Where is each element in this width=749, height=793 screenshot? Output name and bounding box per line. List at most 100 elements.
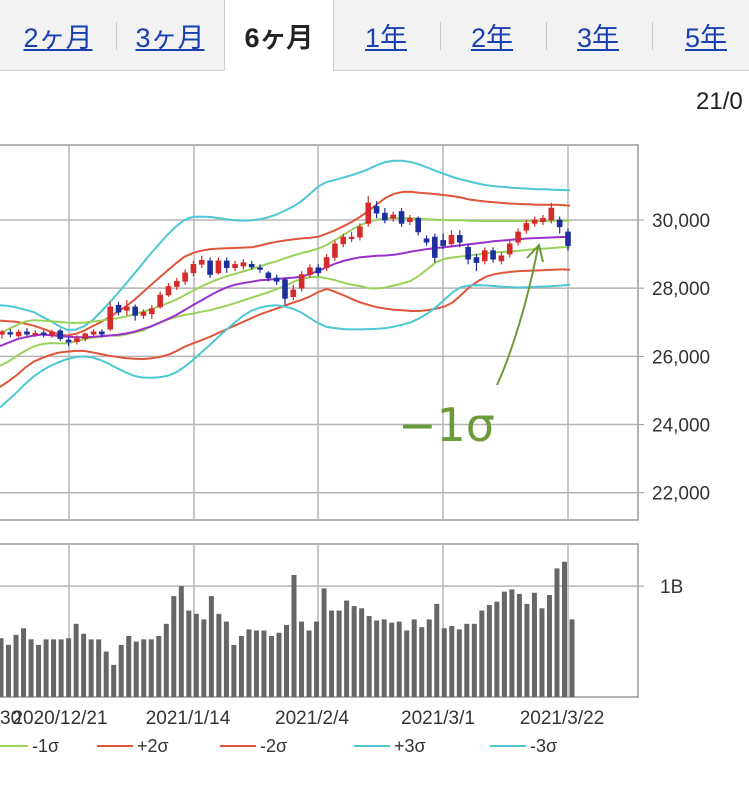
- candle: [373, 201, 380, 219]
- tab-2-years[interactable]: 2年: [470, 22, 514, 53]
- x-axis-label: 2020/12/21: [12, 708, 107, 729]
- candle: [49, 329, 55, 338]
- volume-bar: [141, 639, 147, 697]
- candle: [223, 257, 230, 273]
- volume-bar: [81, 633, 87, 697]
- volume-bar: [299, 621, 305, 697]
- volume-bar: [51, 639, 57, 697]
- candle-body: [523, 223, 530, 231]
- volume-bar: [569, 619, 575, 697]
- band-line: [0, 283, 571, 409]
- candle-body: [390, 214, 397, 219]
- volume-bar: [73, 623, 79, 697]
- volume-bar: [359, 608, 365, 697]
- candle: [7, 329, 14, 338]
- candle: [365, 196, 372, 227]
- legend-label: +3σ: [394, 736, 426, 756]
- volume-bar: [28, 639, 34, 697]
- volume-bar: [434, 603, 440, 697]
- volume-bar: [13, 634, 19, 697]
- volume-bar: [531, 592, 537, 697]
- volume-bar: [366, 616, 372, 697]
- volume-bar: [426, 619, 432, 697]
- candle-body: [465, 246, 471, 260]
- volume-bar: [193, 613, 199, 697]
- candle-body: [107, 306, 114, 330]
- tab-1-year[interactable]: 1年: [364, 22, 408, 53]
- candle: [165, 283, 172, 297]
- candle-body: [456, 235, 463, 243]
- candle: [232, 260, 238, 272]
- volume-bar: [21, 628, 27, 697]
- candle-body: [65, 339, 72, 343]
- volume-bar: [501, 591, 507, 697]
- candle: [407, 214, 413, 226]
- candle-body: [323, 257, 330, 269]
- volume-bar: [126, 636, 132, 697]
- candle-body: [357, 226, 363, 238]
- candle: [456, 230, 463, 248]
- tab-3-months[interactable]: 3ヶ月: [135, 22, 205, 53]
- candle-body: [473, 257, 480, 263]
- volume-bar: [178, 586, 184, 697]
- annotation-arrowhead: [526, 242, 544, 263]
- tab-separator: [652, 22, 653, 50]
- period-tab-bar: 2ヶ月 3ヶ月 6ヶ月 1年 2年 3年 5年: [0, 0, 749, 71]
- volume-bar: [449, 626, 455, 697]
- candle: [515, 228, 521, 246]
- legend-label: -1σ: [32, 736, 59, 756]
- volume-bar: [261, 630, 267, 697]
- candle: [357, 223, 363, 241]
- candle: [15, 329, 22, 338]
- volume-bar: [486, 604, 492, 697]
- price-ytick-label: 28,000: [652, 279, 710, 300]
- candle: [99, 329, 105, 338]
- tab-6-months[interactable]: 6ヶ月: [224, 0, 334, 71]
- band-line: [0, 159, 571, 331]
- candle-body: [348, 236, 355, 240]
- candle: [323, 254, 330, 272]
- volume-bar: [118, 644, 124, 697]
- candle: [448, 230, 455, 248]
- candle-body: [265, 272, 272, 279]
- candle: [240, 259, 247, 270]
- candle: [124, 300, 130, 316]
- volume-bar: [36, 644, 42, 697]
- candle: [140, 309, 147, 319]
- candle-body: [315, 267, 322, 274]
- volume-bar: [314, 621, 320, 697]
- volume-bar: [66, 638, 72, 697]
- volume-bar: [186, 610, 192, 697]
- candle: [473, 254, 480, 272]
- candle: [498, 252, 505, 265]
- candle: [423, 235, 430, 246]
- tab-5-years[interactable]: 5年: [684, 22, 728, 53]
- annotation-label: −1σ: [398, 398, 495, 452]
- volume-bar: [231, 644, 237, 697]
- tab-3-years[interactable]: 3年: [576, 22, 620, 53]
- legend-label: +2σ: [137, 736, 169, 756]
- candle-body: [565, 231, 571, 246]
- candle: [565, 228, 571, 251]
- tab-separator: [546, 22, 547, 50]
- volume-bar: [0, 638, 4, 697]
- candle-body: [307, 267, 313, 275]
- volume-bar: [133, 641, 139, 697]
- candle-body: [74, 338, 80, 343]
- volume-bar: [171, 596, 177, 697]
- candle: [57, 328, 64, 342]
- price-plot-frame: [0, 144, 639, 521]
- candle-body: [132, 306, 138, 316]
- volume-bar: [238, 636, 244, 697]
- candle-body: [481, 250, 488, 262]
- volume-bar: [411, 619, 417, 697]
- tab-2-months[interactable]: 2ヶ月: [23, 22, 93, 53]
- candle: [157, 291, 163, 309]
- volume-bar: [351, 606, 357, 697]
- volume-bar: [419, 627, 425, 697]
- candle-body: [290, 289, 297, 298]
- candle-body: [32, 332, 39, 335]
- candle: [348, 231, 355, 243]
- candle-body: [373, 206, 380, 214]
- candle: [257, 264, 263, 273]
